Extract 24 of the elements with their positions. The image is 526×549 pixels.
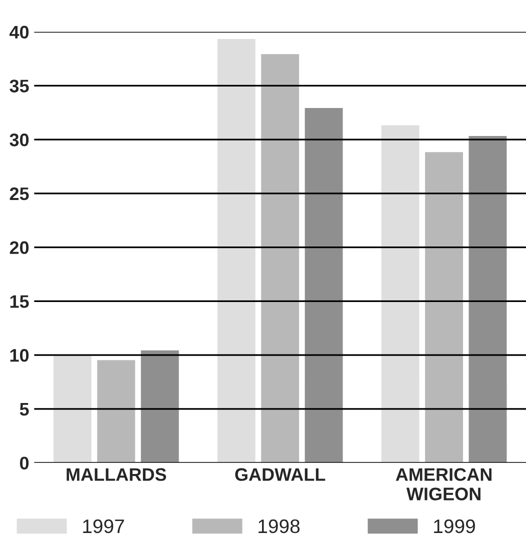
y-tick-label: 5 [20,403,29,416]
y-tick-label: 40 [10,26,29,39]
y-tick-label: 25 [10,187,29,200]
y-tick-label: 0 [20,456,29,470]
legend-label: 1999 [434,519,475,534]
bar [96,358,137,463]
legend-label: 1997 [83,519,124,534]
y-tick-label: 10 [10,349,29,362]
bar [467,134,508,463]
bar [216,38,257,463]
x-tick-label: GADWALL [235,468,326,481]
bar [380,124,421,463]
bar [52,354,93,463]
y-tick-label: 30 [10,134,29,146]
bar [260,52,300,463]
y-tick-label: 15 [10,295,29,308]
y-tick-label: 35 [10,80,29,92]
legend-label: 1998 [258,519,300,534]
bar [424,150,464,463]
x-tick-label: MALLARDS [66,468,166,481]
bar [140,348,180,463]
x-tick-label: AMERICAN WIGEON [396,468,492,500]
bar [303,106,344,463]
y-tick-label: 20 [10,241,29,254]
